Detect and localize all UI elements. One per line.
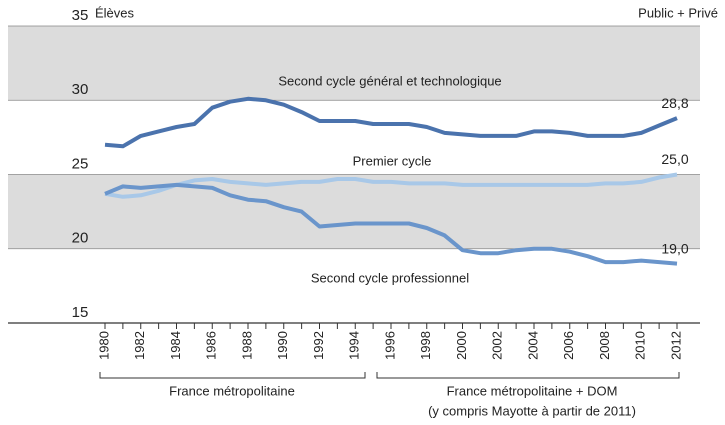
x-tick-label: 1982: [132, 331, 147, 360]
series-label: Second cycle général et technologique: [278, 73, 501, 88]
y-tick-label: 15: [72, 304, 89, 321]
x-tick-label: 1992: [311, 331, 326, 360]
x-tick-label: 2012: [668, 331, 683, 360]
value-label: 28,8: [661, 95, 688, 111]
x-tick-label: 2006: [561, 331, 576, 360]
x-tick-label: 2004: [525, 331, 540, 360]
x-tick-label: 1980: [96, 331, 111, 360]
y-axis-label: Élèves: [95, 5, 135, 20]
x-tick-label: 1988: [239, 331, 254, 360]
y-tick-label: 20: [72, 230, 89, 247]
x-tick-label: 1996: [382, 331, 397, 360]
y-tick-label: 35: [72, 7, 89, 24]
period-label: (y compris Mayotte à partir de 2011): [428, 403, 636, 418]
series-line: [104, 96, 678, 149]
x-tick-label: 1998: [418, 331, 433, 360]
x-tick-label: 2002: [490, 331, 505, 360]
period-bracket: [99, 372, 366, 379]
band: [8, 26, 700, 101]
y-tick-label: 30: [72, 81, 89, 98]
y-tick-label: 25: [72, 155, 89, 172]
x-tick-label: 1984: [168, 331, 183, 360]
value-label: 25,0: [661, 151, 688, 167]
period-label: France métropolitaine: [169, 383, 295, 398]
series-label: Premier cycle: [353, 153, 432, 168]
annotation: Public + Privé: [638, 5, 718, 20]
x-tick-label: 2008: [597, 331, 612, 360]
value-label: 19,0: [661, 240, 688, 256]
x-tick-label: 1990: [275, 331, 290, 360]
series-line: [104, 182, 678, 266]
period-label: France métropolitaine + DOM: [447, 383, 618, 398]
period-bracket: [376, 372, 680, 379]
x-tick-label: 1986: [204, 331, 219, 360]
x-tick-label: 1994: [347, 331, 362, 360]
x-tick-label: 2000: [454, 331, 469, 360]
series-line: [104, 172, 678, 199]
series-label: Second cycle professionnel: [311, 270, 469, 285]
x-tick-label: 2010: [633, 331, 648, 360]
